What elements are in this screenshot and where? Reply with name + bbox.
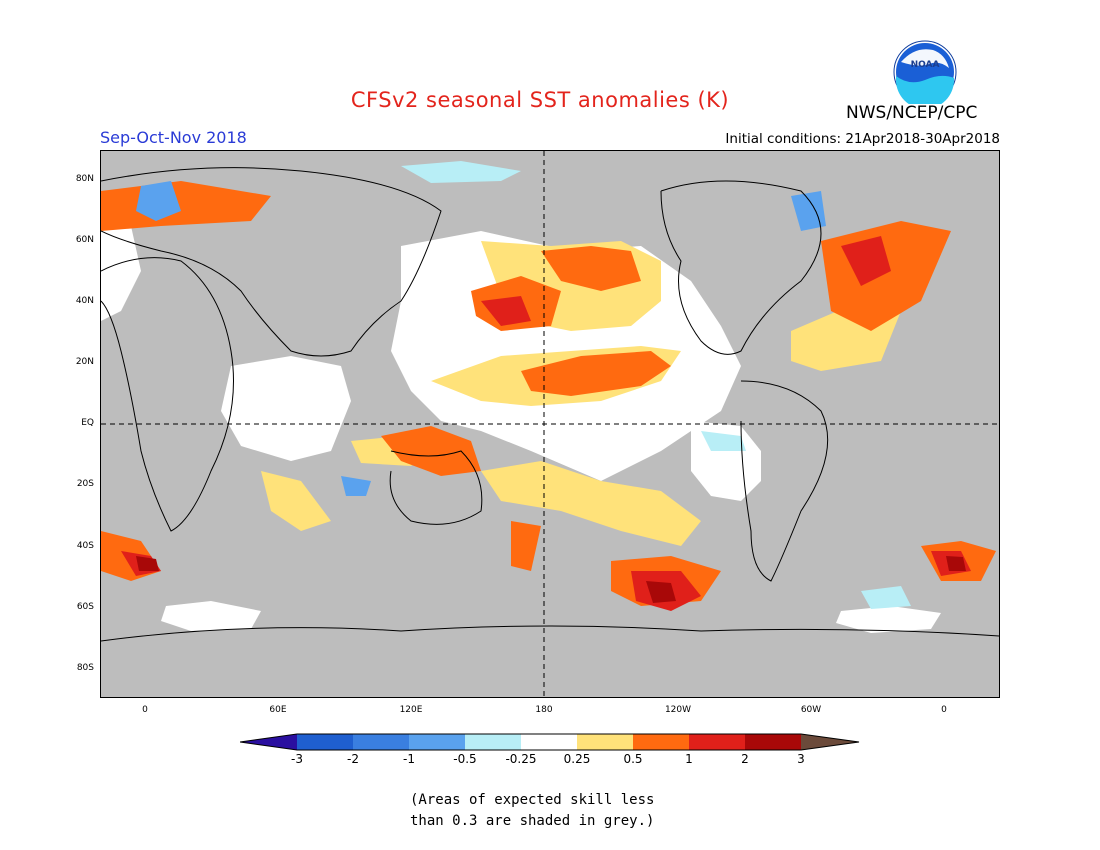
sst-anomaly-map: [100, 150, 1000, 698]
coastlines: [101, 167, 999, 642]
weak-cool-regions: [401, 161, 911, 609]
neutral-region-east-atlantic: [101, 226, 141, 321]
lat-label-40n: 40N: [75, 296, 94, 306]
neutral-region-south-pacific: [691, 421, 761, 501]
agency-label: NWS/NCEP/CPC: [846, 103, 978, 123]
skill-note-line-2: than 0.3 are shaded in grey.): [410, 813, 655, 829]
colorbar-tick-minus05: -0.5: [453, 752, 477, 766]
lat-label-80s: 80S: [76, 663, 94, 673]
map-title: CFSv2 seasonal SST anomalies (K): [0, 88, 1100, 112]
lon-label-0-east: 0: [941, 705, 947, 715]
lon-label-60e: 60E: [269, 705, 287, 715]
colorbar-segment-below-minus3: [240, 734, 297, 750]
noaa-logo-text: NOAA: [911, 60, 940, 70]
coastline-africa: [101, 257, 234, 532]
coastline-north-america: [660, 180, 822, 355]
coastline-antarctica: [101, 625, 999, 642]
neutral-region-southern-ocean-2: [836, 606, 941, 633]
lat-label-20n: 20N: [75, 357, 94, 367]
moderate-cool-arctic-europe: [136, 181, 181, 221]
lat-label-60s: 60S: [76, 602, 94, 612]
colorbar-outline: [239, 733, 860, 751]
lat-label-40s: 40S: [76, 541, 94, 551]
colorbar-tick-025: 0.25: [563, 752, 591, 766]
noaa-logo: NOAA: [893, 40, 957, 109]
lat-label-eq: EQ: [81, 418, 94, 428]
weak-cool-peru: [701, 431, 746, 451]
moderate-cool-regions: [136, 181, 826, 496]
initial-conditions-label: Initial conditions: 21Apr2018-30Apr2018: [725, 131, 1000, 147]
colorbar-svg: [239, 733, 860, 751]
coastline-south-america: [740, 380, 829, 582]
coastline-eurasia: [101, 167, 442, 357]
lon-label-0-west: 0: [142, 705, 148, 715]
colorbar-segment-minus3-minus2: [297, 734, 353, 750]
lat-label-60n: 60N: [75, 235, 94, 245]
weak-cool-arctic: [401, 161, 521, 183]
lat-label-20s: 20S: [76, 479, 94, 489]
colorbar-tick-minus2: -2: [347, 752, 359, 766]
lon-label-60w: 60W: [800, 705, 822, 715]
sst-anomaly-map-svg: [101, 151, 999, 697]
colorbar-tick-minus1: -1: [403, 752, 415, 766]
moderate-warm-arctic-europe: [101, 181, 271, 231]
weak-warm-south-indian: [261, 471, 331, 531]
colorbar-segment-minus2-minus1: [353, 734, 409, 750]
colorbar: [239, 733, 860, 751]
colorbar-tick-minus025: -0.25: [505, 752, 537, 766]
season-label: Sep-Oct-Nov 2018: [100, 128, 247, 147]
moderate-warm-indonesia: [381, 426, 481, 476]
lon-label-120w: 120W: [664, 705, 692, 715]
very-strong-warm-west-atlantic: [946, 556, 966, 571]
lon-label-180: 180: [535, 705, 553, 715]
lat-label-80n: 80N: [75, 174, 94, 184]
neutral-region-indian-ocean: [221, 356, 351, 461]
colorbar-segment-025-05: [577, 734, 633, 750]
weak-cool-southern: [861, 586, 911, 609]
moderate-warm-gulf-of-alaska: [541, 246, 641, 291]
lon-label-120e: 120E: [399, 705, 423, 715]
skill-note: (Areas of expected skill less than 0.3 a…: [0, 790, 1100, 832]
map-title-text: CFSv2 seasonal SST anomalies (K): [350, 88, 730, 112]
colorbar-segment-minus1-minus05: [409, 734, 465, 750]
colorbar-segment-2-3: [745, 734, 801, 750]
moderate-cool-labrador: [791, 191, 826, 231]
weak-warm-south-pacific: [481, 461, 701, 546]
colorbar-tick-2: 2: [741, 752, 749, 766]
strong-warm-north-atlantic-core: [841, 236, 891, 286]
colorbar-tick-3: 3: [797, 752, 805, 766]
colorbar-segment-05-1: [633, 734, 689, 750]
colorbar-tick-05: 0.5: [623, 752, 643, 766]
colorbar-segment-1-2: [689, 734, 745, 750]
very-strong-warm-regions: [136, 556, 966, 603]
colorbar-segment-above-3: [801, 734, 859, 750]
strong-warm-kuroshio-core: [481, 296, 531, 326]
colorbar-tick-1: 1: [685, 752, 693, 766]
very-strong-warm-south-pacific: [646, 581, 676, 603]
neutral-region-southern-ocean-1: [161, 601, 261, 631]
coastline-australia: [389, 450, 483, 525]
moderate-warm-north-atlantic: [821, 221, 951, 331]
moderate-warm-subtropical-pacific: [521, 351, 671, 396]
skill-note-line-1: (Areas of expected skill less: [410, 792, 655, 808]
colorbar-segment-minus05-minus025: [465, 734, 521, 750]
moderate-warm-tasman: [511, 521, 541, 571]
colorbar-segment-minus025-025: [521, 734, 577, 750]
very-strong-warm-east-atlantic: [136, 556, 159, 571]
moderate-cool-indian: [341, 476, 371, 496]
colorbar-tick-minus3: -3: [291, 752, 303, 766]
